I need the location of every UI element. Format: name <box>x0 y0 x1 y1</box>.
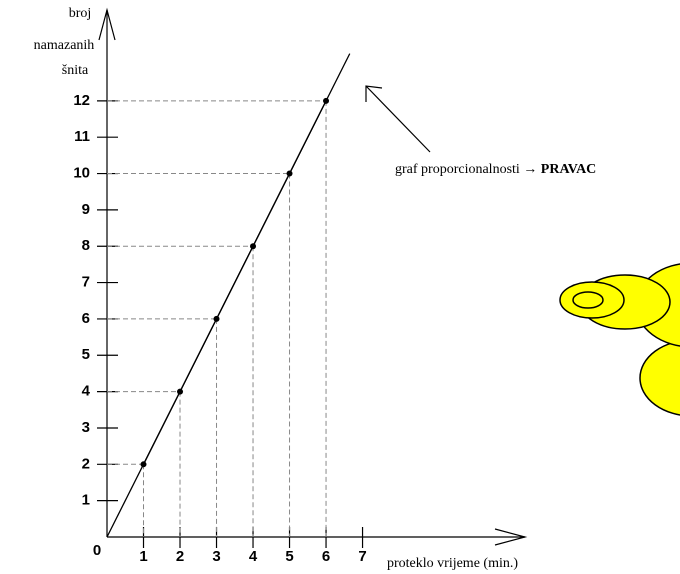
y-tick-label: 3 <box>82 419 90 436</box>
data-point <box>214 316 220 322</box>
y-tick-label: 10 <box>73 165 90 182</box>
y-axis-label: namazanih <box>34 38 95 53</box>
y-tick-label: 2 <box>82 455 90 472</box>
y-tick-label: 9 <box>82 201 90 218</box>
y-tick-label: 8 <box>82 237 90 254</box>
x-axis-label: proteklo vrijeme (min.) <box>387 556 518 571</box>
cloud-decoration <box>560 263 680 416</box>
x-tick-label: 3 <box>212 548 220 565</box>
data-point <box>177 389 183 395</box>
y-axis-label: broj <box>69 6 92 21</box>
y-tick-label: 6 <box>82 310 90 327</box>
x-tick-label: 7 <box>358 548 366 565</box>
data-line <box>144 101 327 464</box>
y-tick-label: 7 <box>82 274 90 291</box>
data-point <box>287 171 293 177</box>
annotation-text: graf proporcionalnosti → <box>395 162 537 177</box>
y-tick-label: 12 <box>73 92 90 109</box>
x-tick-label: 2 <box>176 548 184 565</box>
y-tick-label: 11 <box>74 128 90 145</box>
y-tick-label: 4 <box>82 383 91 400</box>
y-tick-label: 1 <box>82 492 90 509</box>
data-point <box>250 243 256 249</box>
data-point <box>323 98 329 104</box>
axes <box>99 10 525 545</box>
x-tick-label: 6 <box>322 548 330 565</box>
x-tick-label: 1 <box>139 548 147 565</box>
annotation: graf proporcionalnosti → PRAVAC <box>395 162 596 177</box>
x-tick-label: 0 <box>93 542 101 559</box>
chart: broj namazanih šnita proteklo vrijeme (m… <box>0 0 680 574</box>
y-tick-label: 5 <box>82 346 90 363</box>
x-tick-label: 5 <box>285 548 293 565</box>
data-point <box>141 461 147 467</box>
x-tick-label: 4 <box>249 548 258 565</box>
y-axis-label: šnita <box>62 63 89 78</box>
annotation-emphasis: PRAVAC <box>541 162 597 177</box>
